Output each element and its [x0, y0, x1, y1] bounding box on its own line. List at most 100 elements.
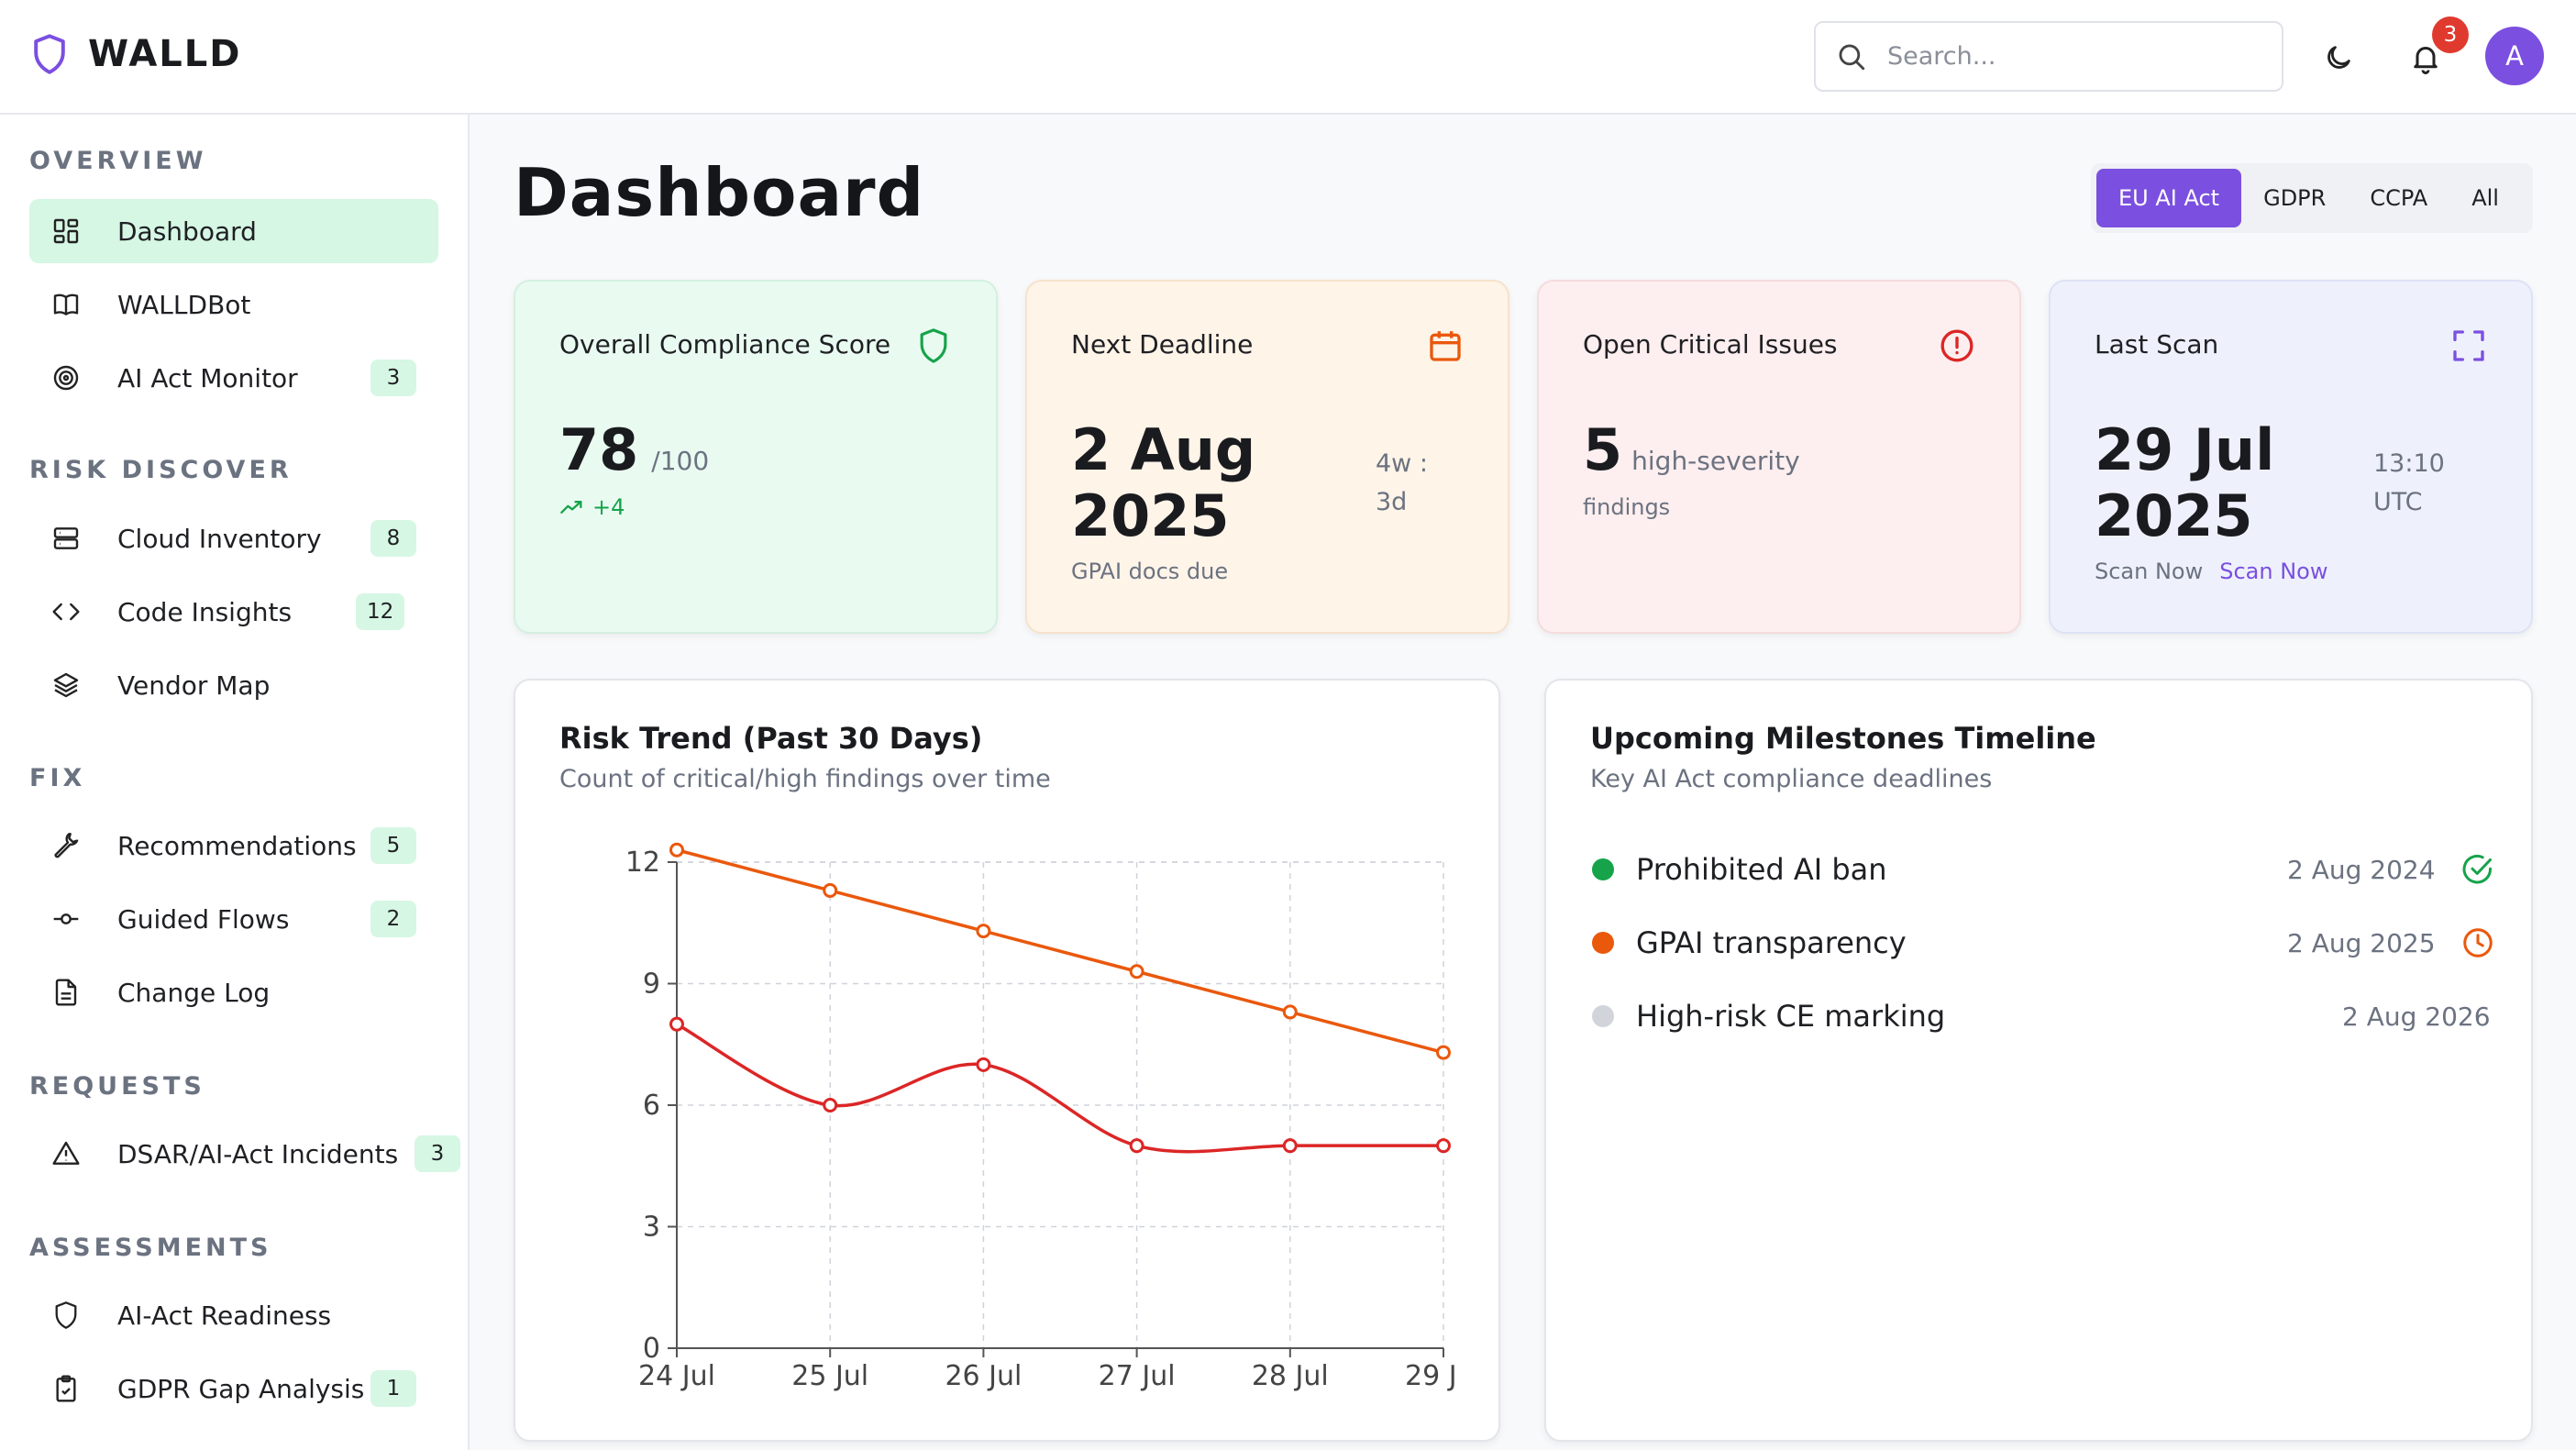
page-title: Dashboard: [514, 154, 925, 231]
wrench-icon: [50, 829, 83, 862]
last-scan-note: Scan Now: [2095, 559, 2204, 584]
x-tick-label: 24 Jul: [638, 1360, 715, 1392]
clock-icon: [2463, 928, 2493, 957]
data-point-high: [823, 882, 838, 898]
x-tick-label: 29 Jul: [1405, 1360, 1454, 1392]
theme-toggle-button[interactable]: [2316, 35, 2361, 81]
risk-trend-panel: Risk Trend (Past 30 Days) Count of criti…: [514, 679, 1500, 1442]
shield-icon: [920, 328, 947, 363]
sidebar-item-ai-act-readiness[interactable]: AI-Act Readiness: [29, 1283, 438, 1347]
status-dot: [1592, 858, 1614, 880]
avatar[interactable]: A: [2485, 27, 2544, 85]
status-dot: [1592, 1005, 1614, 1027]
milestone-item[interactable]: GPAI transparency 2 Aug 2025: [1590, 915, 2493, 970]
notifications-button[interactable]: [2403, 35, 2449, 81]
sidebar: OVERVIEW Dashboard WALLDBot AI Act Monit…: [0, 115, 470, 1450]
data-point-critical: [823, 1098, 838, 1112]
alert-circle-icon: [1940, 329, 1973, 362]
deadline-date-line1: 2 Aug: [1071, 416, 1256, 483]
shield-logo-icon: [34, 34, 65, 74]
milestone-label: GPAI transparency: [1636, 925, 1907, 960]
search-icon: [1839, 44, 1865, 70]
grid-icon: [50, 215, 83, 248]
sidebar-item-label: AI-Act Readiness: [117, 1300, 332, 1331]
section-title-risk-discover: RISK DISCOVER: [29, 456, 293, 484]
deadline-countdown-line1: 4w :: [1376, 449, 1428, 478]
filter-eu-ai-act[interactable]: EU AI Act: [2096, 169, 2242, 227]
sidebar-item-gdpr-gap-analysis[interactable]: GDPR Gap Analysis 1: [29, 1356, 438, 1421]
scan-icon: [2453, 330, 2484, 361]
sidebar-item-code-insights[interactable]: Code Insights 12: [29, 580, 438, 644]
search-box[interactable]: [1814, 21, 2283, 92]
sidebar-item-recommendations[interactable]: Recommendations 5: [29, 814, 438, 878]
last-scan-date-line2: 2025: [2095, 482, 2253, 549]
section-title-requests: REQUESTS: [29, 1072, 205, 1101]
milestones-panel: Upcoming Milestones Timeline Key AI Act …: [1544, 679, 2533, 1442]
regulation-filter: EU AI Act GDPR CCPA All: [2091, 163, 2533, 233]
sidebar-item-label: Dashboard: [117, 216, 257, 247]
sidebar-item-change-log[interactable]: Change Log: [29, 960, 438, 1024]
count-badge: 3: [370, 360, 416, 396]
compliance-score-max: /100: [651, 446, 710, 476]
sidebar-item-dashboard[interactable]: Dashboard: [29, 199, 438, 263]
data-point-critical: [669, 1016, 684, 1032]
server-icon: [50, 522, 83, 555]
file-icon: [50, 976, 83, 1009]
warning-icon: [50, 1137, 83, 1170]
last-scan-time-line1: 13:10: [2373, 449, 2445, 478]
milestone-item[interactable]: High-risk CE marking 2 Aug 2026: [1590, 989, 2491, 1044]
count-badge: 12: [356, 593, 405, 630]
data-point-high: [1282, 1004, 1298, 1020]
top-header: WALLD 3 A: [0, 0, 2576, 115]
filter-gdpr[interactable]: GDPR: [2263, 185, 2327, 211]
scan-now-link[interactable]: Scan Now: [2219, 559, 2328, 584]
filter-ccpa[interactable]: CCPA: [2370, 185, 2428, 211]
sidebar-item-label: Recommendations: [117, 830, 357, 861]
search-input[interactable]: [1887, 42, 2254, 71]
brand-name: WALLD: [88, 33, 242, 75]
sidebar-item-dsar-incidents[interactable]: DSAR/AI-Act Incidents 3: [29, 1122, 460, 1186]
x-tick-label: 25 Jul: [791, 1360, 868, 1392]
section-title-fix: FIX: [29, 764, 86, 792]
sidebar-item-cloud-inventory[interactable]: Cloud Inventory 8: [29, 506, 438, 570]
critical-issues-value: 5: [1583, 416, 1623, 483]
count-badge: 5: [370, 827, 416, 864]
filter-all[interactable]: All: [2471, 185, 2499, 211]
moon-icon: [2327, 46, 2350, 69]
book-icon: [50, 288, 83, 321]
sidebar-item-label: Code Insights: [117, 596, 293, 627]
data-point-high: [976, 924, 991, 939]
next-deadline-card[interactable]: Next Deadline 2 Aug 2025 4w : 3d GPAI do…: [1025, 280, 1509, 634]
compliance-score-card[interactable]: Overall Compliance Score 78 /100 +4: [514, 280, 998, 634]
y-tick-label: 0: [643, 1333, 660, 1365]
compliance-score-delta: +4: [592, 494, 625, 520]
sidebar-item-vendor-map[interactable]: Vendor Map: [29, 653, 438, 717]
deadline-date-line2: 2025: [1071, 482, 1230, 549]
sidebar-item-label: GDPR Gap Analysis: [117, 1373, 365, 1404]
sidebar-item-walldbot[interactable]: WALLDBot: [29, 272, 438, 337]
critical-issues-card[interactable]: Open Critical Issues 5 high-severity fin…: [1537, 280, 2021, 634]
sidebar-item-ai-act-monitor[interactable]: AI Act Monitor 3: [29, 346, 438, 410]
milestone-label: Prohibited AI ban: [1636, 852, 1887, 887]
count-badge: 8: [370, 520, 416, 557]
sidebar-item-label: Cloud Inventory: [117, 523, 322, 554]
panel-subtitle: Count of critical/high findings over tim…: [559, 765, 1051, 793]
y-tick-label: 9: [643, 969, 660, 1001]
brand[interactable]: WALLD: [31, 33, 241, 75]
x-tick-label: 26 Jul: [945, 1360, 1022, 1392]
last-scan-time-line2: UTC: [2373, 488, 2423, 516]
data-point-critical: [1282, 1138, 1298, 1154]
data-point-critical: [1129, 1138, 1144, 1154]
panel-title: Risk Trend (Past 30 Days): [559, 721, 983, 756]
series-line-critical: [676, 1023, 1443, 1154]
sidebar-item-guided-flows[interactable]: Guided Flows 2: [29, 887, 438, 951]
data-point-high: [669, 842, 684, 858]
milestone-item[interactable]: Prohibited AI ban 2 Aug 2024: [1590, 842, 2493, 897]
data-point-critical: [976, 1057, 991, 1072]
flow-icon: [50, 902, 83, 935]
milestone-date: 2 Aug 2024: [2287, 854, 2436, 885]
sidebar-item-label: Guided Flows: [117, 903, 290, 935]
section-title-assessments: ASSESSMENTS: [29, 1234, 272, 1262]
last-scan-card[interactable]: Last Scan 29 Jul 2025 13:10 UTC Scan Now…: [2049, 280, 2533, 634]
data-point-high: [1436, 1045, 1451, 1060]
